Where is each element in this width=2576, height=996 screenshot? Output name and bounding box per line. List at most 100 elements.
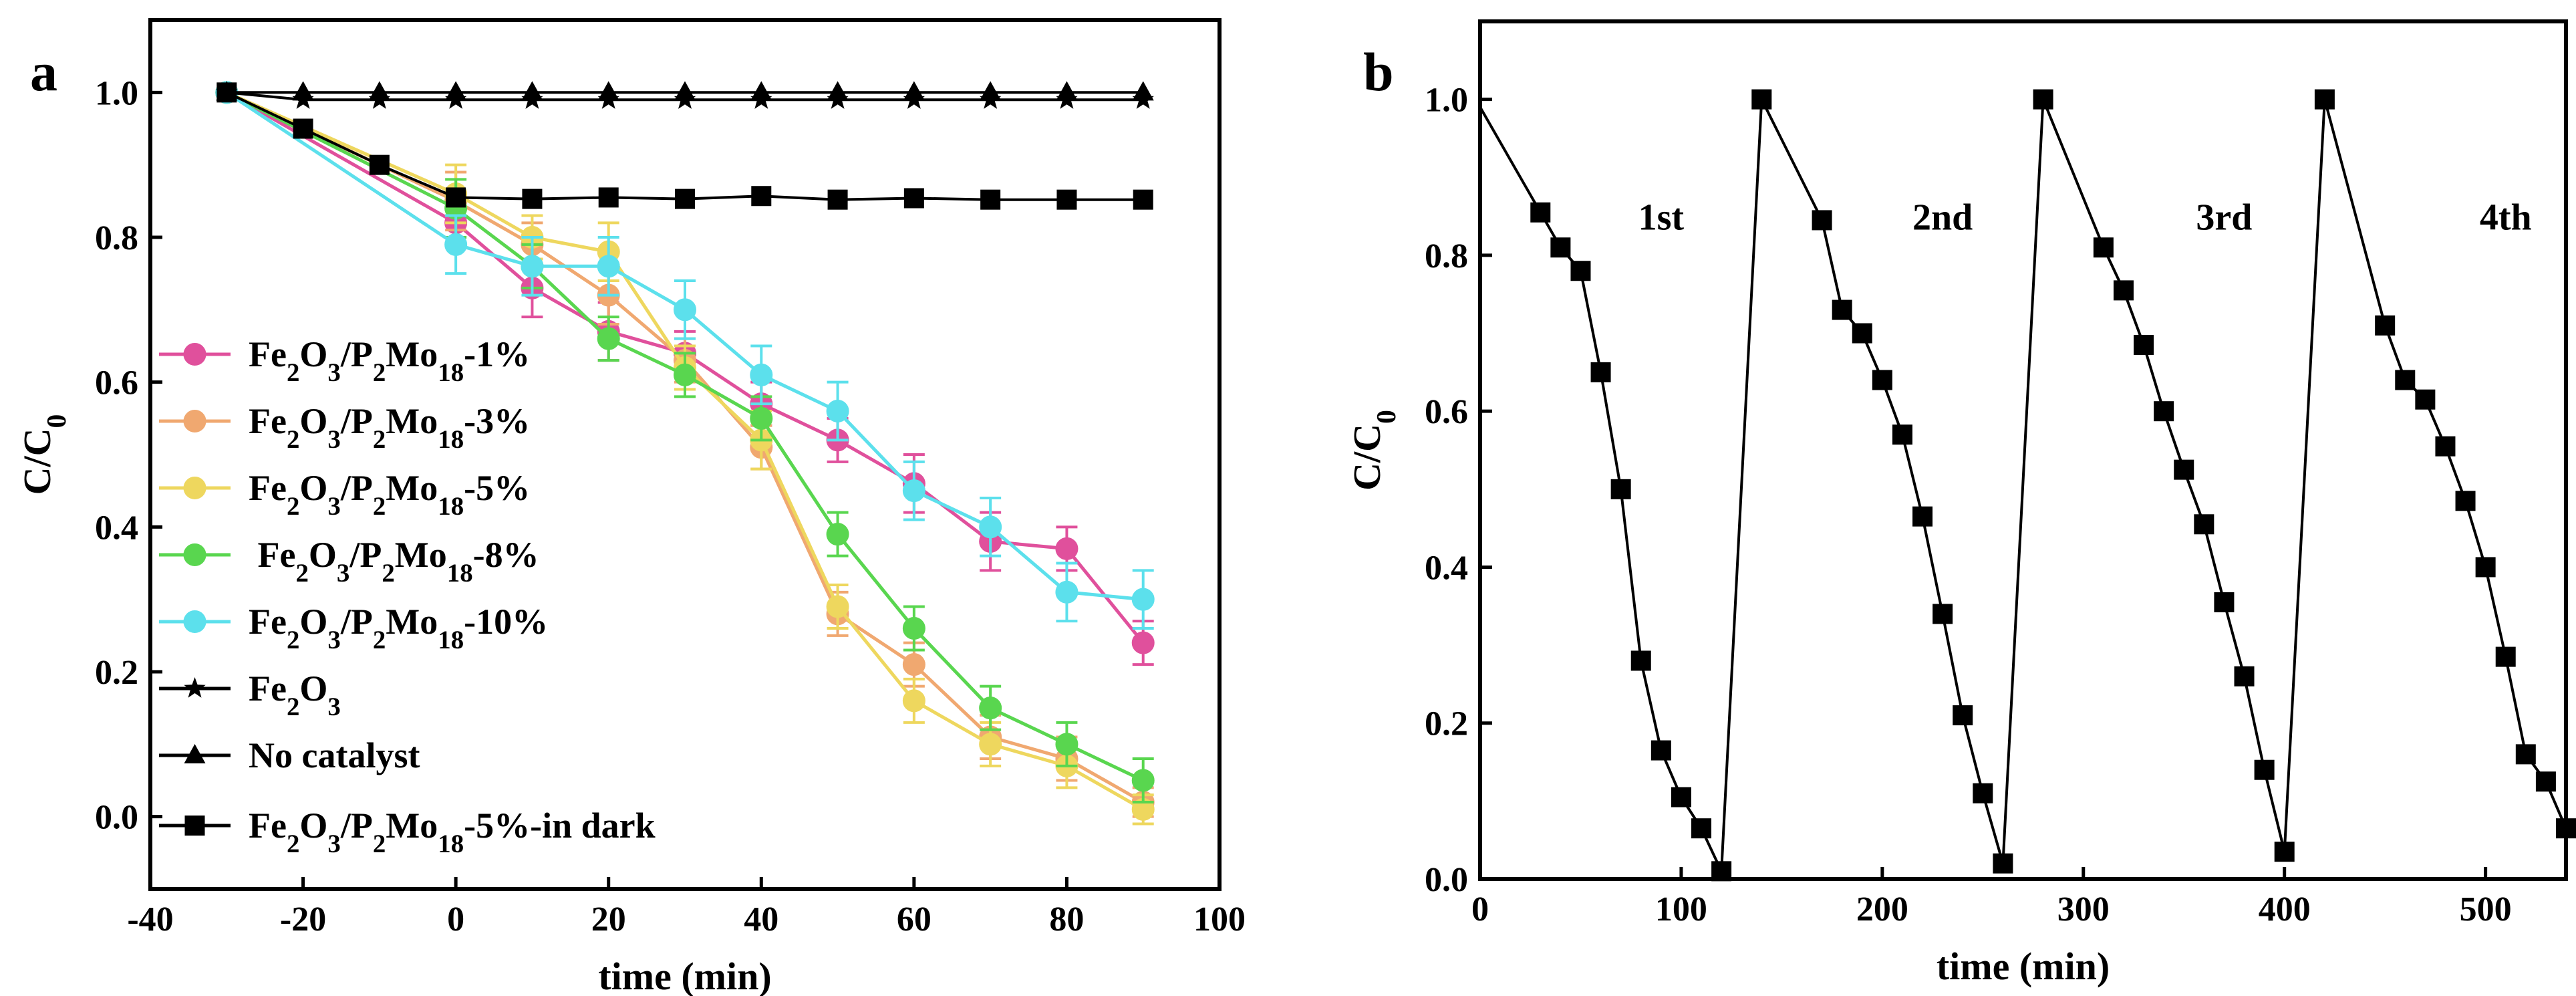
x-tick-label: 300 [2057,890,2110,928]
data-point [751,186,772,207]
data-point [1872,370,1892,390]
data-point [2535,771,2556,792]
data-point [2435,436,2456,457]
data-point [368,81,390,101]
y-tick-label: 0.8 [1425,237,1468,275]
data-point [2556,818,2576,839]
data-point [674,81,696,101]
data-point [1132,81,1154,101]
data-point [2515,744,2536,765]
legend-item: Fe2O3/P2Mo18-5% [159,468,530,521]
data-point [1550,237,1571,258]
legend-item: Fe2O3/P2Mo18-5%-in dark [159,805,656,858]
plot-frame [1478,19,2568,881]
y-tick-label: 1.0 [1425,82,1468,120]
data-point [1131,769,1155,792]
data-point [902,689,925,713]
legend-item: Fe2O3/P2Mo18-8% [159,535,539,588]
data-point [2234,666,2255,687]
legend-item: Fe2O3/P2Mo18-10% [159,602,548,654]
y-tick-label: 0.6 [1425,393,1468,431]
data-point [826,595,849,618]
data-point [521,81,543,101]
series-7 [217,82,1153,210]
legend-item: Fe2O3 [159,668,341,721]
y-tick-label: 1.0 [95,74,138,112]
data-point [445,81,467,101]
data-point [598,187,619,208]
data-point [903,188,924,209]
data-point [2375,315,2396,336]
legend-marker [183,477,206,499]
legend: Fe2O3/P2Mo18-1% Fe2O3/P2Mo18-3% Fe2O3/P2Mo… [159,334,656,858]
x-tick-label: 500 [2460,890,2512,928]
legend-marker [184,677,206,698]
y-tick-label: 0.6 [95,364,138,402]
data-point [597,81,619,101]
data-point [2154,401,2174,422]
data-point [1832,299,1852,320]
panel-label: a [30,41,57,102]
series-6 [216,81,1154,101]
legend-label: Fe2O3/P2Mo18-3% [249,401,530,454]
data-point [827,189,848,210]
legend-marker [183,410,206,432]
data-point [1570,261,1591,281]
data-point [675,189,695,209]
legend-item: Fe2O3/P2Mo18-3% [159,401,530,454]
x-tick-label: 0 [1471,890,1489,928]
data-point [826,400,849,422]
x-tick-label: -20 [280,900,326,939]
cycle-label: 2nd [1912,197,1973,239]
data-point [1131,631,1155,654]
series-cycles [1479,89,2576,882]
y-tick-label: 0.0 [95,799,138,837]
data-point [1056,189,1077,210]
data-point [2475,557,2496,578]
data-point [2254,759,2275,780]
legend-label: No catalyst [249,735,420,775]
y-tick-label: 0.2 [95,654,138,692]
data-point [1055,580,1079,604]
data-point [980,189,1001,210]
legend-marker [183,343,206,366]
data-point [2093,237,2114,258]
data-point [1892,424,1912,445]
y-tick-label: 0.4 [95,509,138,547]
x-tick-label: 100 [1655,890,1707,928]
legend-item: No catalyst [159,735,420,775]
data-point [1056,81,1078,101]
x-axis-title: time (min) [598,955,771,996]
data-point [1912,506,1933,527]
data-point [750,363,773,386]
data-point [750,406,773,430]
data-point [1590,362,1611,382]
data-point [2314,89,2335,110]
plot-frame [148,18,1222,891]
data-point [1610,479,1631,499]
data-point [750,81,772,101]
data-point [980,81,1002,101]
data-point [1993,853,2013,874]
y-tick-label: 0.8 [95,219,138,257]
data-point [1812,210,1832,231]
x-tick-label: 20 [591,900,626,939]
data-point [674,363,696,386]
data-point [1933,604,1953,624]
legend-marker [184,744,206,763]
y-axis-title: C/C0 [15,414,72,495]
data-point [827,81,849,101]
legend-label: Fe2O3/P2Mo18-10% [249,602,548,654]
legend-item: Fe2O3/P2Mo18-1% [159,334,530,387]
data-point [979,733,1002,756]
legend-label: Fe2O3 [249,668,341,721]
data-point [2214,592,2235,612]
data-point [1691,818,1712,839]
data-point [1055,733,1079,756]
data-point [521,255,544,278]
data-point [826,523,849,546]
data-point [674,298,696,322]
cycle-label: 1st [1638,197,1685,239]
series-4 [215,81,1155,630]
